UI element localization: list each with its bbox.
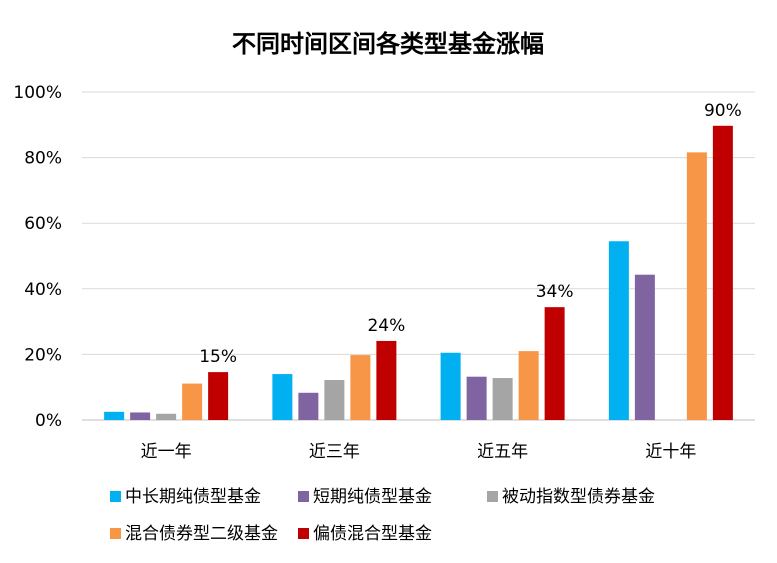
data-label: 90% — [704, 101, 742, 121]
bar — [324, 379, 345, 420]
bar — [712, 125, 733, 420]
x-category-label: 近十年 — [645, 442, 696, 462]
legend-swatch — [298, 491, 309, 502]
legend-label: 短期纯债型基金 — [313, 487, 432, 507]
bar — [182, 383, 203, 420]
bar — [272, 374, 293, 420]
legend-label: 混合债券型二级基金 — [125, 524, 278, 544]
x-category-label: 近五年 — [477, 442, 528, 462]
data-label: 24% — [367, 316, 405, 336]
bar — [466, 376, 487, 420]
bar — [492, 378, 513, 420]
chart-title: 不同时间区间各类型基金涨幅 — [232, 30, 544, 58]
legend-label: 被动指数型债券基金 — [502, 487, 655, 507]
legend-swatch — [110, 528, 121, 539]
bar — [156, 413, 177, 420]
legend-label: 中长期纯债型基金 — [125, 487, 261, 507]
legend-swatch — [110, 491, 121, 502]
bar — [298, 392, 319, 420]
bar — [686, 152, 707, 421]
data-label: 34% — [536, 282, 574, 302]
y-tick-label: 20% — [24, 345, 62, 365]
x-category-label: 近三年 — [309, 442, 360, 462]
legend-label: 偏债混合型基金 — [313, 524, 432, 544]
bar — [208, 372, 229, 420]
y-tick-label: 80% — [24, 149, 62, 169]
bar — [544, 307, 565, 420]
legend-swatch — [487, 491, 498, 502]
bar — [104, 411, 125, 420]
bar — [376, 340, 397, 420]
data-label: 15% — [199, 347, 237, 367]
legend-swatch — [298, 528, 309, 539]
y-tick-label: 40% — [24, 280, 62, 300]
y-tick-label: 60% — [24, 214, 62, 234]
bar — [634, 274, 655, 420]
bar — [608, 241, 629, 420]
bar — [440, 352, 461, 420]
bar — [350, 355, 371, 420]
y-tick-label: 100% — [13, 83, 62, 103]
y-tick-label: 0% — [35, 411, 62, 431]
bar — [518, 351, 539, 420]
x-category-label: 近一年 — [141, 442, 192, 462]
bar — [130, 412, 151, 420]
